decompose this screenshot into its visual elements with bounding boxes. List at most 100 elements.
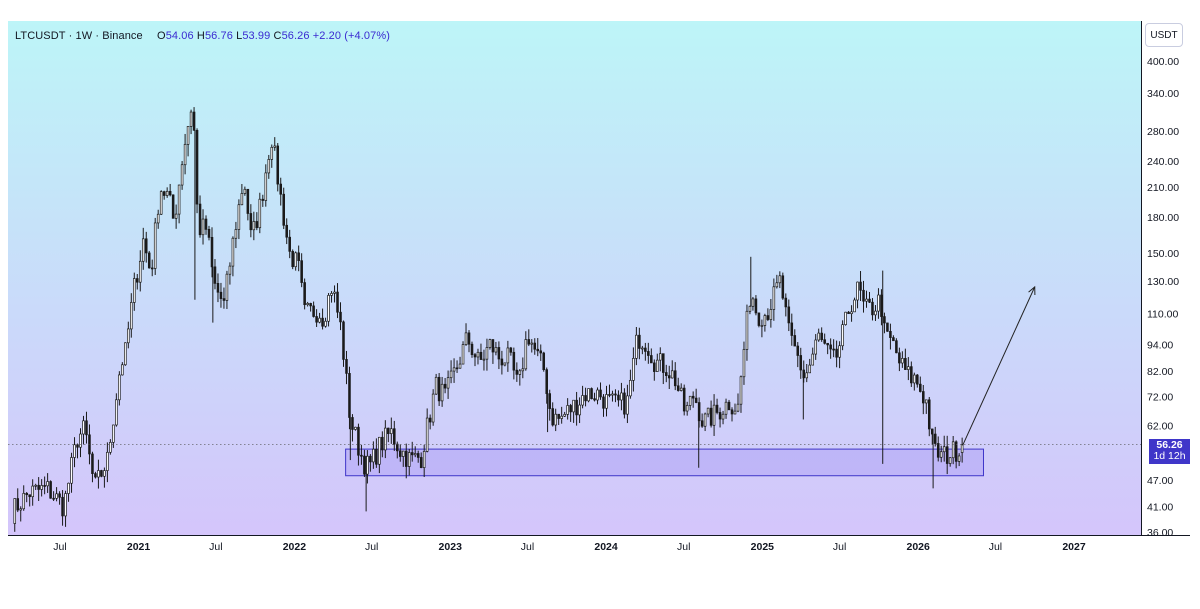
candle-body (635, 334, 638, 359)
overlay-layer (8, 285, 1141, 446)
candle (201, 209, 205, 245)
candle (162, 190, 166, 200)
candle-body (554, 413, 557, 426)
candle-body (249, 213, 253, 231)
candle-body (40, 485, 43, 490)
candle (91, 451, 94, 483)
candle-body (814, 339, 817, 355)
candle-body (853, 299, 856, 313)
candle-body (877, 294, 880, 312)
candle (889, 323, 892, 350)
candle (945, 435, 949, 475)
chart-panel[interactable]: 400.00 340.00 280.00 240.00 210.00 180.00 150.… (8, 21, 1190, 559)
candle-body (676, 385, 680, 391)
candle (871, 298, 874, 321)
candle (898, 347, 901, 372)
candle (793, 329, 797, 347)
candle (635, 327, 638, 366)
chart-svg[interactable]: 400.00 340.00 280.00 240.00 210.00 180.00 150.… (8, 21, 1190, 559)
candle-body (121, 364, 124, 376)
candle-body (951, 441, 955, 459)
candle-body (781, 275, 785, 299)
candle (22, 485, 25, 511)
candle (536, 338, 540, 357)
candle (673, 362, 677, 391)
candle-body (620, 392, 623, 401)
candle (34, 483, 37, 491)
candle-body (823, 339, 826, 344)
candle (58, 491, 61, 505)
candle (503, 362, 507, 367)
candle-body (933, 433, 937, 444)
price-axis-panel (1141, 21, 1190, 559)
candle-body (805, 372, 809, 379)
candle (948, 457, 952, 467)
candle (838, 341, 841, 369)
candle-body (174, 213, 178, 219)
candle (587, 388, 590, 403)
candle (685, 401, 689, 416)
candle (659, 347, 662, 372)
candle-body (820, 332, 823, 341)
candle (787, 299, 791, 332)
candle (303, 278, 306, 310)
candle (390, 417, 393, 444)
candle-body (407, 452, 411, 467)
interval-label[interactable]: 1W (75, 30, 93, 42)
candle (611, 390, 614, 402)
candle-body (960, 444, 964, 453)
candle (886, 322, 889, 332)
candle-body (390, 428, 393, 435)
candle (399, 444, 402, 462)
candle (527, 329, 531, 347)
candle (342, 320, 345, 367)
candle (748, 305, 752, 315)
x-tick-label: 2022 (283, 541, 307, 553)
candle-body (473, 354, 477, 358)
currency-button[interactable]: USDT (1145, 23, 1183, 47)
candle-body (330, 293, 333, 296)
candle (55, 487, 58, 502)
exchange-label: Binance (102, 30, 143, 42)
candle-body (919, 383, 922, 392)
candle-body (261, 198, 265, 201)
candle-body (736, 403, 740, 412)
candle (847, 311, 850, 315)
candle-body (515, 369, 519, 375)
candle-body (626, 395, 629, 415)
candle (147, 250, 151, 269)
candle (509, 346, 513, 356)
candle (231, 236, 235, 277)
candle (784, 293, 788, 317)
candle-body (228, 265, 232, 275)
candle-body (354, 426, 357, 430)
candle-body (246, 188, 250, 214)
candle (724, 398, 728, 419)
candle (339, 302, 342, 331)
candle (545, 367, 548, 404)
candle-body (775, 282, 779, 288)
candle-body (186, 126, 190, 145)
candle (112, 424, 115, 448)
candle-body (512, 351, 516, 371)
candle (853, 297, 856, 313)
candle-body (694, 397, 698, 403)
candle-body (605, 394, 608, 409)
symbol-label[interactable]: LTCUSDT (15, 30, 66, 42)
candle (694, 388, 698, 404)
candle (234, 221, 238, 249)
candle (569, 403, 572, 422)
candle (653, 359, 656, 381)
candle (629, 369, 632, 399)
candle (479, 343, 483, 360)
candle-body (724, 401, 728, 415)
candle-body (757, 312, 761, 326)
candle (644, 342, 647, 361)
candle-body (829, 344, 832, 350)
candle-body (82, 420, 85, 435)
candle-body (109, 441, 112, 453)
candle-body (733, 410, 737, 415)
candle-body (201, 218, 205, 236)
candle (712, 394, 716, 436)
candle-body (130, 302, 133, 330)
